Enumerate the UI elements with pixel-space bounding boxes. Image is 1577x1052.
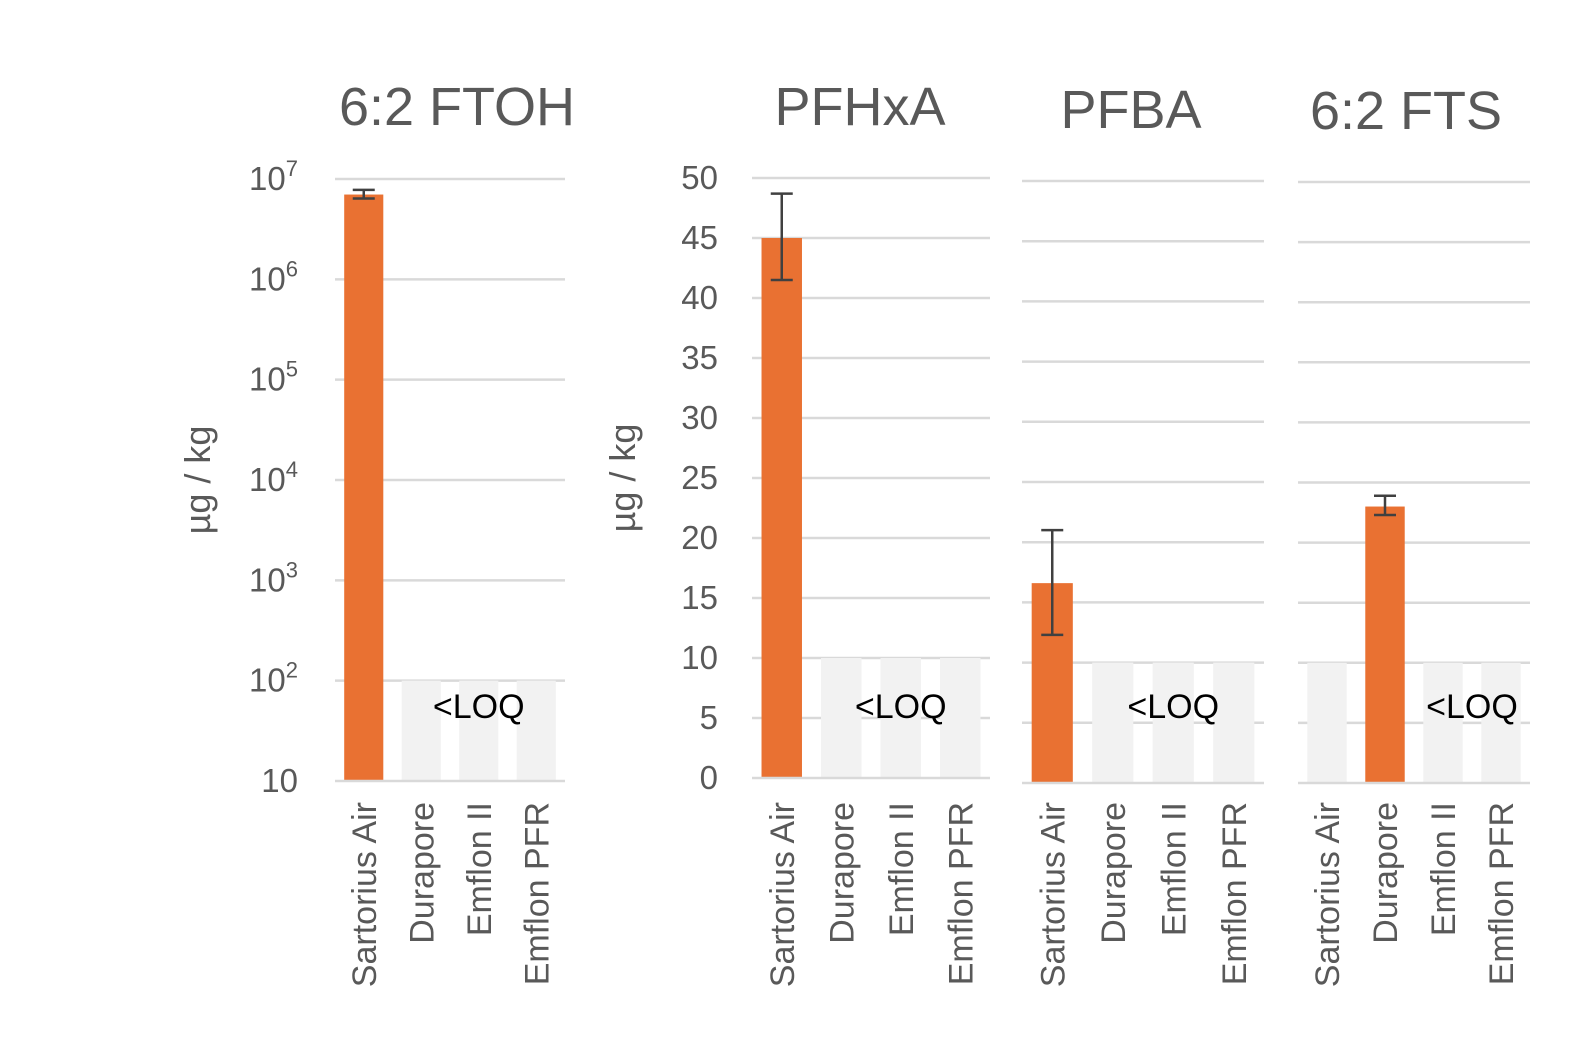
y-axis-label: µg / kg [177, 426, 218, 535]
loq-bar [459, 680, 499, 781]
loq-bar [1481, 662, 1521, 783]
error-bar [1374, 494, 1396, 517]
chart-title: 6:2 FTOH [339, 77, 575, 137]
error-bar [352, 188, 375, 200]
loq-bar [401, 680, 441, 781]
error-bar [1041, 528, 1064, 637]
y-tick-label: 103 [249, 557, 298, 598]
y-tick-label: 0 [700, 759, 718, 796]
bar [1365, 506, 1405, 783]
panel-4: <LOQ 6:2 FTS Sartorius Air Durapore Emflon I… [1298, 81, 1530, 987]
y-tick-label: 15 [681, 579, 718, 616]
y-tick-label: 50 [681, 159, 718, 196]
y-tick-label: 25 [681, 459, 718, 496]
y-tick-label: 105 [249, 357, 298, 398]
loq-bar [516, 680, 556, 781]
y-tick-label: 40 [681, 279, 718, 316]
loq-bar [1213, 662, 1255, 783]
category-label: Durapore [823, 802, 861, 944]
category-label: Emflon PFR [518, 802, 556, 985]
loq-label: <LOQ [1426, 688, 1518, 726]
y-tick-label: 35 [681, 339, 718, 376]
category-label: Sartorius Air [1034, 802, 1072, 987]
loq-label: <LOQ [855, 688, 947, 726]
y-tick-label: 30 [681, 399, 718, 436]
chart-title: 6:2 FTS [1310, 81, 1502, 141]
category-label: Sartorius Air [764, 802, 802, 987]
category-label: Emflon PFR [942, 802, 980, 985]
y-tick-label: 45 [681, 219, 718, 256]
loq-label: <LOQ [1127, 688, 1219, 726]
category-label: Durapore [1367, 802, 1405, 944]
panel-1: <LOQ 6:2 FTOH 10 102 103 104 105 106 107 µg / kg S… [177, 77, 575, 987]
y-tick-label: 20 [681, 519, 718, 556]
y-tick-label: 10 [261, 762, 298, 799]
loq-label: <LOQ [433, 688, 525, 726]
category-label: Emflon II [1155, 802, 1193, 936]
y-tick-label: 106 [249, 256, 298, 297]
category-label: Emflon II [1425, 802, 1463, 936]
category-label: Sartorius Air [346, 802, 384, 987]
loq-bar [1152, 662, 1194, 783]
loq-bar [1423, 662, 1463, 783]
category-label: Sartorius Air [1309, 802, 1347, 987]
panel-2: <LOQ PFHxA 0 5 10 15 20 25 30 35 40 45 50 µg / kg Sart… [602, 77, 990, 987]
loq-bar [1307, 662, 1347, 783]
y-tick-label: 102 [249, 658, 298, 699]
chart-title: PFBA [1060, 80, 1201, 140]
loq-bar [940, 658, 981, 778]
loq-bar [1092, 662, 1134, 783]
y-tick-label: 107 [249, 156, 298, 197]
chart-title: PFHxA [774, 77, 945, 137]
y-tick-label: 10 [681, 639, 718, 676]
loq-bar [821, 658, 862, 778]
panel-3: <LOQ PFBA Sartorius Air Durapore Emflon II Em… [1022, 80, 1264, 987]
bar [761, 238, 802, 778]
bar [344, 194, 384, 782]
category-label: Durapore [1095, 802, 1133, 944]
y-tick-label: 5 [700, 699, 718, 736]
y-tick-label: 104 [249, 457, 298, 498]
error-bar [770, 192, 793, 282]
category-label: Emflon II [883, 802, 921, 936]
category-label: Emflon PFR [1483, 802, 1521, 985]
category-label: Emflon PFR [1216, 802, 1254, 985]
category-label: Emflon II [461, 802, 499, 936]
loq-bar [880, 658, 921, 778]
y-axis-label: µg / kg [602, 424, 643, 533]
category-label: Durapore [403, 802, 441, 944]
